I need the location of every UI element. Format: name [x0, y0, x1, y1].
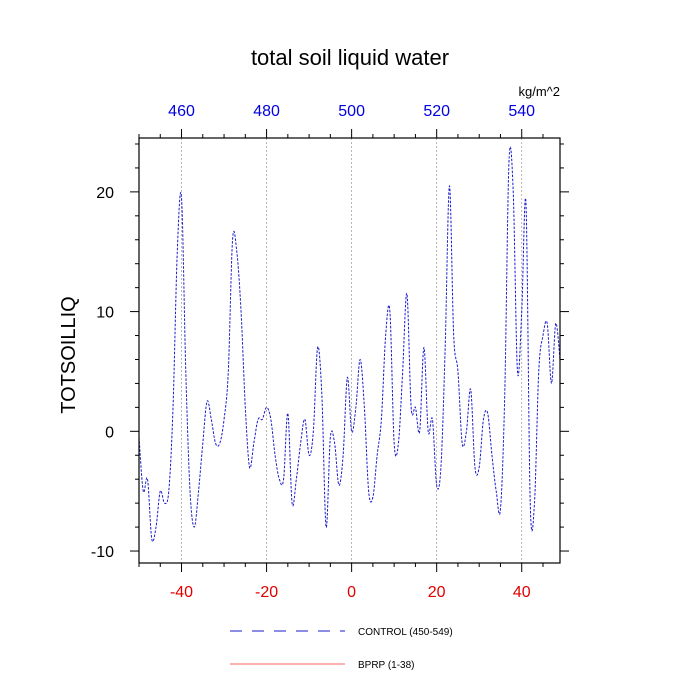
legend: CONTROL (450-549) BPRP (1-38): [230, 627, 453, 671]
legend-label-control: CONTROL (450-549): [358, 627, 453, 638]
top-tick-label: 540: [508, 103, 535, 120]
y-tick-label: 10: [96, 305, 114, 322]
x-tick-label: -40: [170, 584, 193, 601]
top-axis-units: kg/m^2: [518, 84, 560, 99]
chart-title: total soil liquid water: [251, 45, 449, 70]
x-tick-label: 40: [513, 584, 531, 601]
series-line-control: [138, 146, 561, 543]
top-tick-label: 500: [338, 103, 365, 120]
y-tick-label: -10: [91, 544, 114, 561]
legend-label-bprp: BPRP (1-38): [358, 660, 415, 671]
plot-frame: [138, 137, 561, 564]
x-tick-label: 20: [428, 584, 446, 601]
y-tick-label: 20: [96, 185, 114, 202]
series-layer: [138, 146, 561, 543]
top-tick-label: 520: [423, 103, 450, 120]
x-tick-label: 0: [347, 584, 356, 601]
y-axis-label: TOTSOILLIQ: [58, 296, 80, 413]
top-tick-label: 480: [253, 103, 280, 120]
top-tick-label: 460: [168, 103, 195, 120]
tick-layer: -40 460 -20 480 0 500 20 520 40 540 -10 0 10 20: [91, 103, 569, 601]
y-tick-label: 0: [105, 424, 114, 441]
x-tick-label: -20: [255, 584, 278, 601]
grid-layer: [181, 138, 523, 563]
